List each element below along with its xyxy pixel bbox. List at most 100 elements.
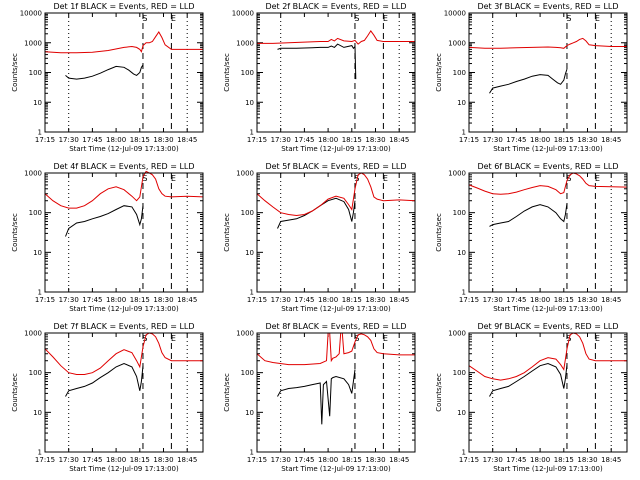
x-tick-label: 18:45 <box>601 296 621 304</box>
y-tick-label: 1000 <box>448 330 466 338</box>
y-tick-label: 1 <box>38 289 42 297</box>
y-tick-label: 1000 <box>24 39 42 47</box>
x-tick-label: 18:30 <box>153 136 173 144</box>
x-tick-label: 17:15 <box>35 296 55 304</box>
time-marker-label: S <box>566 174 571 183</box>
plot-frame <box>44 12 204 133</box>
y-tick-label: 100 <box>453 209 466 217</box>
x-tick-label: 18:00 <box>106 456 126 464</box>
time-marker-label: E <box>171 174 176 183</box>
lld-series-line <box>44 170 204 209</box>
panel-1: Det 1f BLACK = Events, RED = LLD 17:15 17:… <box>11 2 204 153</box>
plot-frame <box>468 12 628 133</box>
y-tick-label: 1000 <box>24 330 42 338</box>
x-axis-label: Start Time (12-Jul-09 17:13:00) <box>281 305 391 313</box>
x-tick-label: 18:00 <box>530 296 550 304</box>
y-tick-label: 1000 <box>448 39 466 47</box>
x-axis-label: Start Time (12-Jul-09 17:13:00) <box>493 145 603 153</box>
plot-frame <box>256 332 416 453</box>
lld-series-line <box>44 31 203 54</box>
x-tick-label: 18:45 <box>177 296 197 304</box>
y-tick-label: 100 <box>29 369 42 377</box>
y-axis-label: Counts/sec <box>11 373 19 412</box>
y-tick-label: 1000 <box>236 39 254 47</box>
x-tick-label: 17:15 <box>459 456 479 464</box>
y-tick-label: 1 <box>38 449 42 457</box>
x-tick-label: 17:15 <box>459 136 479 144</box>
panel-title: Det 8f BLACK = Events, RED = LLD <box>265 322 406 331</box>
x-tick-label: 17:30 <box>59 136 79 144</box>
y-tick-label: 10 <box>245 409 254 417</box>
events-series-line <box>65 205 144 237</box>
x-tick-label: 18:45 <box>389 456 409 464</box>
x-tick-label: 17:30 <box>483 296 503 304</box>
y-axis-label: Counts/sec <box>223 373 231 412</box>
x-tick-label: 17:15 <box>459 296 479 304</box>
events-series-line <box>277 369 356 425</box>
panel-3: Det 3f BLACK = Events, RED = LLD 17:15 17:… <box>435 2 628 153</box>
x-tick-label: 18:30 <box>577 296 597 304</box>
x-tick-label: 17:45 <box>506 136 526 144</box>
x-tick-label: 18:15 <box>130 456 150 464</box>
x-axis-label: Start Time (12-Jul-09 17:13:00) <box>493 465 603 473</box>
x-tick-label: 17:30 <box>59 296 79 304</box>
y-tick-label: 10 <box>245 99 254 107</box>
x-tick-label: 18:15 <box>554 136 574 144</box>
panel-2: Det 2f BLACK = Events, RED = LLD 17:15 17:… <box>223 2 416 153</box>
x-tick-label: 18:30 <box>153 296 173 304</box>
y-tick-label: 10000 <box>444 10 466 18</box>
panel-title: Det 2f BLACK = Events, RED = LLD <box>265 2 406 11</box>
y-tick-label: 10000 <box>20 10 42 18</box>
events-series-line <box>277 197 356 229</box>
y-axis-label: Counts/sec <box>223 213 231 252</box>
events-series-line <box>277 43 357 80</box>
y-tick-label: 10 <box>33 409 42 417</box>
y-axis-label: Counts/sec <box>223 53 231 92</box>
x-tick-label: 18:30 <box>365 136 385 144</box>
time-marker-label: S <box>142 174 147 183</box>
x-tick-label: 18:00 <box>318 296 338 304</box>
y-axis-label: Counts/sec <box>435 373 443 412</box>
x-tick-label: 17:30 <box>59 456 79 464</box>
y-tick-label: 100 <box>29 69 42 77</box>
x-tick-label: 17:15 <box>247 296 267 304</box>
x-tick-label: 18:30 <box>365 456 385 464</box>
time-marker-label: E <box>595 14 600 23</box>
x-tick-label: 18:00 <box>318 456 338 464</box>
x-tick-label: 18:00 <box>318 136 338 144</box>
y-tick-label: 1 <box>462 449 466 457</box>
x-tick-label: 17:45 <box>506 296 526 304</box>
x-tick-label: 17:45 <box>82 136 102 144</box>
x-tick-label: 18:15 <box>130 296 150 304</box>
y-tick-label: 1 <box>38 129 42 137</box>
plot-frame <box>44 172 204 293</box>
plot-frame <box>256 12 416 133</box>
plot-frame <box>44 332 204 453</box>
y-axis-label: Counts/sec <box>11 53 19 92</box>
y-tick-label: 100 <box>241 369 254 377</box>
panel-title: Det 6f BLACK = Events, RED = LLD <box>477 162 618 171</box>
y-tick-label: 10 <box>457 99 466 107</box>
events-series-line <box>489 362 568 397</box>
panel-title: Det 3f BLACK = Events, RED = LLD <box>477 2 618 11</box>
x-axis-label: Start Time (12-Jul-09 17:13:00) <box>69 465 179 473</box>
lld-series-line <box>468 332 627 381</box>
time-marker-label: E <box>595 174 600 183</box>
x-tick-label: 18:30 <box>153 456 173 464</box>
time-marker-label: S <box>142 14 147 23</box>
x-tick-label: 18:15 <box>130 136 150 144</box>
x-tick-label: 17:30 <box>271 136 291 144</box>
x-tick-label: 18:45 <box>177 136 197 144</box>
y-tick-label: 1000 <box>448 170 466 178</box>
lld-series-line <box>468 37 627 49</box>
y-axis-label: Counts/sec <box>435 53 443 92</box>
panel-title: Det 9f BLACK = Events, RED = LLD <box>477 322 618 331</box>
lld-series-line <box>44 332 203 375</box>
panel-5: Det 5f BLACK = Events, RED = LLD 17:15 17:… <box>223 162 416 313</box>
x-tick-label: 18:15 <box>342 136 362 144</box>
y-tick-label: 1 <box>250 129 254 137</box>
y-tick-label: 100 <box>453 369 466 377</box>
x-tick-label: 18:45 <box>389 296 409 304</box>
